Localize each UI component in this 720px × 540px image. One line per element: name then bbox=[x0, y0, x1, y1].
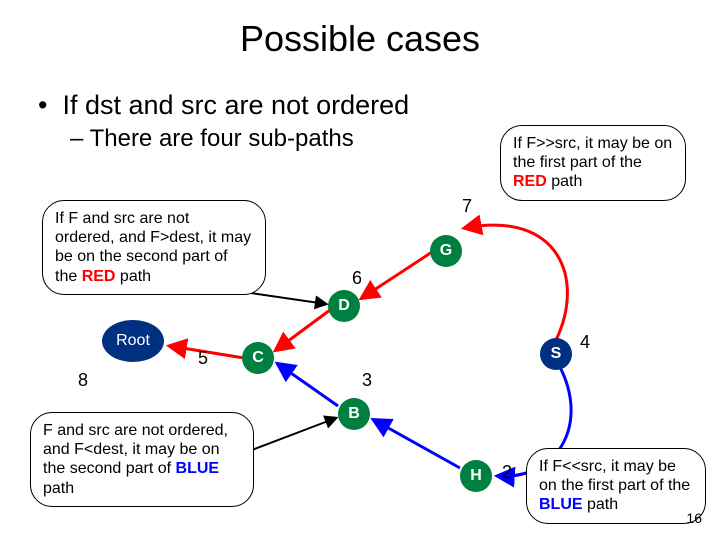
callout-bottom-left: F and src are not ordered, and F<dest, i… bbox=[30, 412, 254, 507]
node-s-label: S bbox=[551, 345, 562, 363]
edge-label-2: 2 bbox=[502, 462, 512, 483]
node-h: H bbox=[460, 460, 492, 492]
callout-top-left: If F and src are not ordered, and F>dest… bbox=[42, 200, 266, 295]
edge-label-7: 7 bbox=[462, 196, 472, 217]
node-h-label: H bbox=[470, 467, 482, 485]
callout-br-pre: If F<<src, it may be on the first part o… bbox=[539, 458, 690, 494]
edge-label-8: 8 bbox=[78, 370, 88, 391]
callout-tr-post: path bbox=[547, 173, 583, 190]
callout-tl-post: path bbox=[115, 268, 151, 285]
slide-title: Possible cases bbox=[0, 0, 720, 60]
node-root-label: Root bbox=[116, 332, 150, 350]
slide-number: 16 bbox=[686, 510, 702, 526]
node-c-label: C bbox=[252, 349, 264, 367]
callout-top-right: If F>>src, it may be on the first part o… bbox=[500, 125, 686, 201]
callout-tr-em: RED bbox=[513, 173, 547, 190]
node-s: S bbox=[540, 338, 572, 370]
edge-label-4: 4 bbox=[580, 332, 590, 353]
callout-br-post: path bbox=[583, 496, 619, 513]
bullet-main-text: If dst and src are not ordered bbox=[62, 90, 409, 120]
node-g-label: G bbox=[440, 242, 452, 260]
edge-label-6: 6 bbox=[352, 268, 362, 289]
node-c: C bbox=[242, 342, 274, 374]
edge-label-5: 5 bbox=[198, 348, 208, 369]
callout-tl-em: RED bbox=[82, 268, 116, 285]
node-d: D bbox=[328, 290, 360, 322]
edge-label-3: 3 bbox=[362, 370, 372, 391]
callout-br-em: BLUE bbox=[539, 496, 583, 513]
node-g: G bbox=[430, 235, 462, 267]
callout-bottom-right: If F<<src, it may be on the first part o… bbox=[526, 448, 706, 524]
callout-bl-em: BLUE bbox=[176, 460, 220, 477]
callout-tr-pre: If F>>src, it may be on the first part o… bbox=[513, 135, 672, 171]
bullet-dot: • bbox=[38, 90, 62, 120]
node-root: Root bbox=[102, 320, 164, 362]
bullet-main: • If dst and src are not ordered bbox=[38, 90, 720, 121]
node-b-label: B bbox=[348, 405, 360, 423]
callout-bl-post: path bbox=[43, 480, 74, 497]
node-d-label: D bbox=[338, 297, 350, 315]
node-b: B bbox=[338, 398, 370, 430]
